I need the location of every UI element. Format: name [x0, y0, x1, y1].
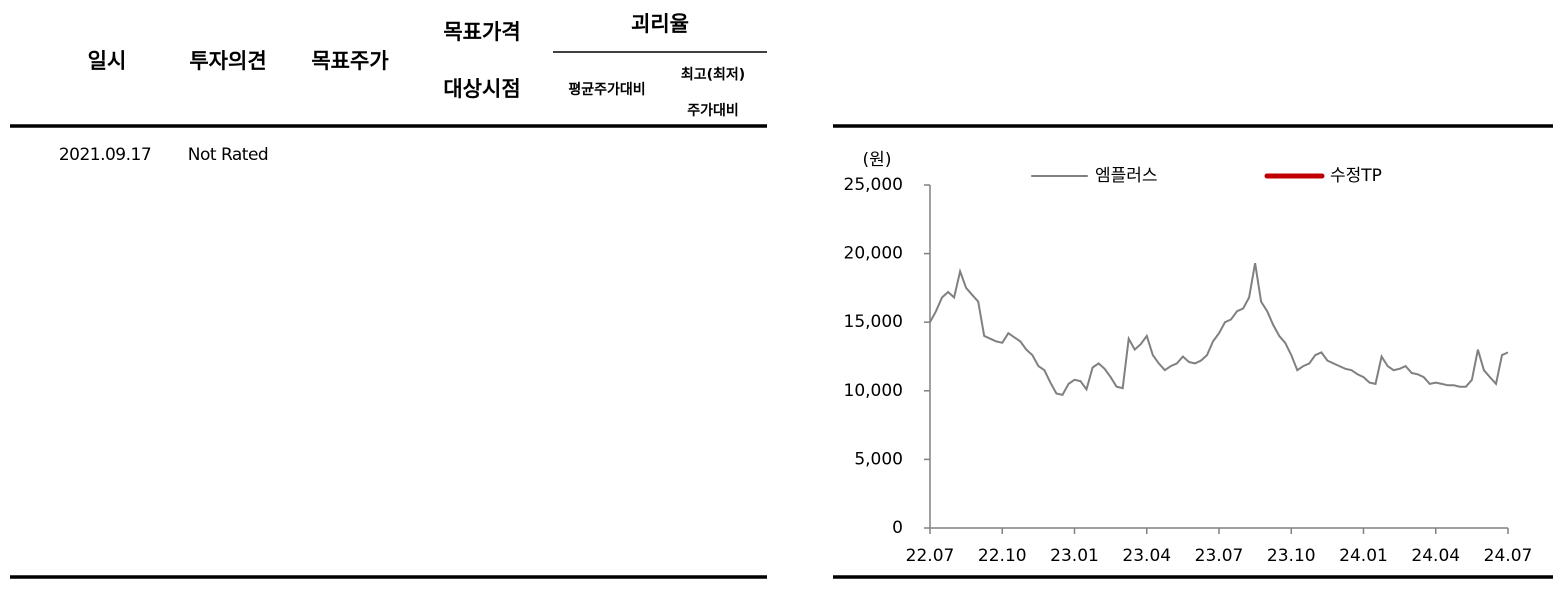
cell: 2021.09.17 — [59, 145, 151, 165]
header-opinion: 투자의견 — [189, 49, 266, 73]
legend-label: 엠플러스 — [1095, 166, 1158, 186]
y-tick-label: 0 — [892, 518, 903, 538]
y-unit: (원) — [863, 150, 892, 170]
header-gap-high: 주가대비 — [687, 103, 739, 119]
header-gap-high: 최고(최저) — [681, 67, 745, 83]
header-target: 목표주가 — [311, 49, 389, 73]
y-tick-label: 5,000 — [854, 449, 903, 469]
x-tick-label: 24.04 — [1411, 546, 1460, 566]
legend-label: 수정TP — [1330, 166, 1382, 186]
y-tick-label: 25,000 — [844, 175, 903, 195]
y-tick-label: 15,000 — [844, 312, 903, 332]
header-period: 목표가격 — [443, 20, 520, 44]
y-tick-label: 20,000 — [844, 244, 903, 264]
x-tick-label: 22.10 — [978, 546, 1027, 566]
header-gap: 괴리율 — [631, 12, 689, 36]
header-period: 대상시점 — [443, 77, 520, 101]
x-tick-label: 22.07 — [906, 546, 955, 566]
x-tick-label: 24.07 — [1484, 546, 1533, 566]
series-line — [929, 263, 1509, 397]
y-tick-label: 10,000 — [844, 381, 903, 401]
x-tick-label: 23.10 — [1267, 546, 1316, 566]
header-gap-avg: 평균주가대비 — [568, 81, 645, 98]
x-tick-label: 23.07 — [1195, 546, 1244, 566]
cell: Not Rated — [188, 145, 268, 165]
x-tick-label: 23.01 — [1050, 546, 1099, 566]
header-date: 일시 — [88, 49, 127, 73]
x-tick-label: 23.04 — [1122, 546, 1171, 566]
x-tick-label: 24.01 — [1339, 546, 1388, 566]
